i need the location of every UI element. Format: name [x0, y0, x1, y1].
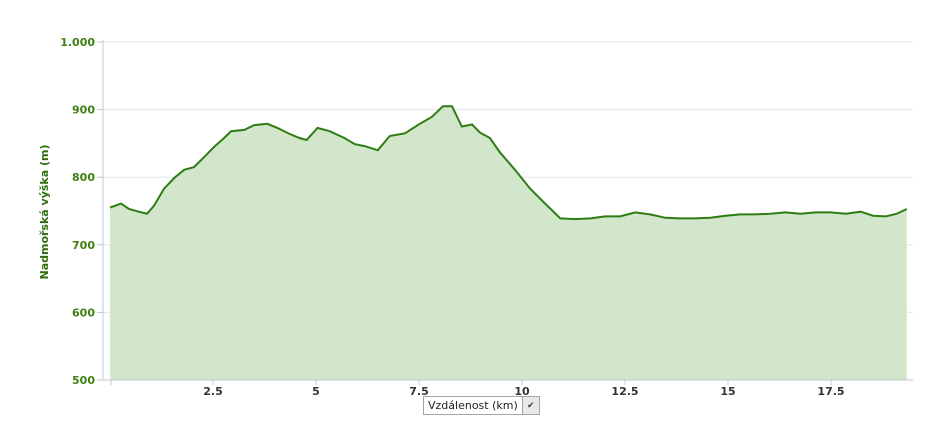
axes: 500 600 700 800 900 1.000 2.5 5 7.5 10 12.5 15 17.5	[60, 36, 913, 398]
y-tick-label: 800	[72, 171, 95, 184]
x-tick-label: 12.5	[611, 385, 638, 398]
x-tick-label: 10	[514, 385, 530, 398]
x-tick-label: 15	[720, 385, 735, 398]
y-tick-label: 1.000	[60, 36, 95, 49]
y-tick-label: 700	[72, 239, 95, 252]
elevation-area	[110, 106, 907, 380]
x-axis-unit-select[interactable]: Vzdálenost (km) ✔	[423, 396, 540, 415]
y-tick-label: 600	[72, 306, 95, 319]
chevron-down-icon[interactable]: ✔	[521, 397, 539, 414]
x-tick-label: 17.5	[817, 385, 844, 398]
x-axis-unit-value: Vzdálenost (km)	[428, 399, 518, 412]
x-tick-label: 5	[312, 385, 320, 398]
x-tick-label: 2.5	[203, 385, 223, 398]
elevation-line	[109, 105, 908, 221]
y-tick-label: 500	[72, 374, 95, 387]
y-axis-label: Nadmořská výška (m)	[38, 144, 51, 279]
x-tick-label: 7.5	[409, 385, 429, 398]
y-tick-label: 900	[72, 104, 95, 117]
